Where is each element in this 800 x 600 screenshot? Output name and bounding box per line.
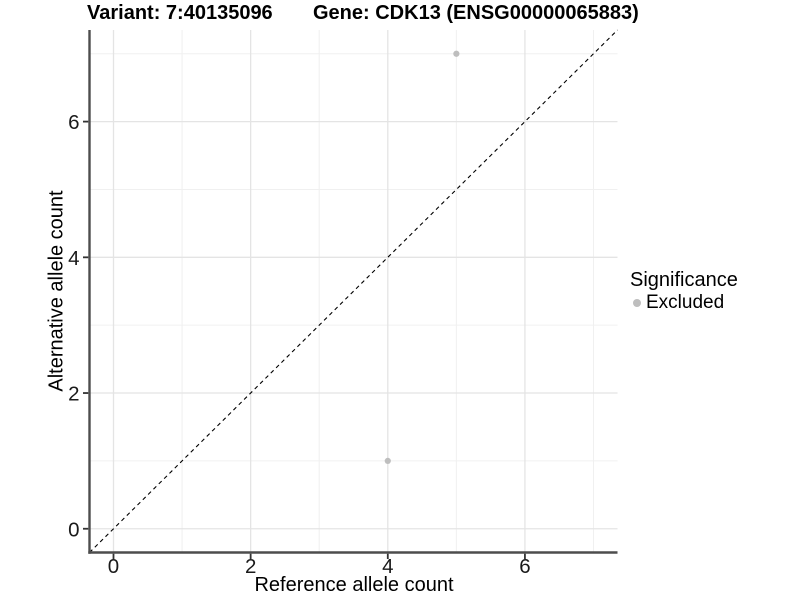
plot-title-variant: Variant: 7:40135096 xyxy=(87,2,273,24)
legend-title: Significance xyxy=(630,269,738,291)
x-tick-label: 0 xyxy=(108,555,119,578)
x-tick-label: 4 xyxy=(382,555,393,578)
y-tick-label: 4 xyxy=(68,247,79,270)
x-axis-label: Reference allele count xyxy=(254,574,454,596)
legend-entry-label: Excluded xyxy=(646,292,725,313)
legend-entry-excluded: Excluded xyxy=(630,292,738,313)
y-axis-label: Alternative allele count xyxy=(45,190,68,392)
data-point xyxy=(453,50,460,57)
x-tick-label: 6 xyxy=(519,555,530,578)
legend-point-icon xyxy=(633,298,641,307)
plot-title-gene: Gene: CDK13 (ENSG00000065883) xyxy=(313,2,639,24)
legend: Significance Excluded xyxy=(630,269,738,313)
y-tick-label: 2 xyxy=(68,383,79,406)
identity-dashed-line xyxy=(89,29,618,553)
y-tick-label: 0 xyxy=(68,518,79,541)
data-point xyxy=(384,457,391,464)
y-tick-label: 6 xyxy=(68,111,79,134)
x-tick-label: 2 xyxy=(245,555,256,578)
